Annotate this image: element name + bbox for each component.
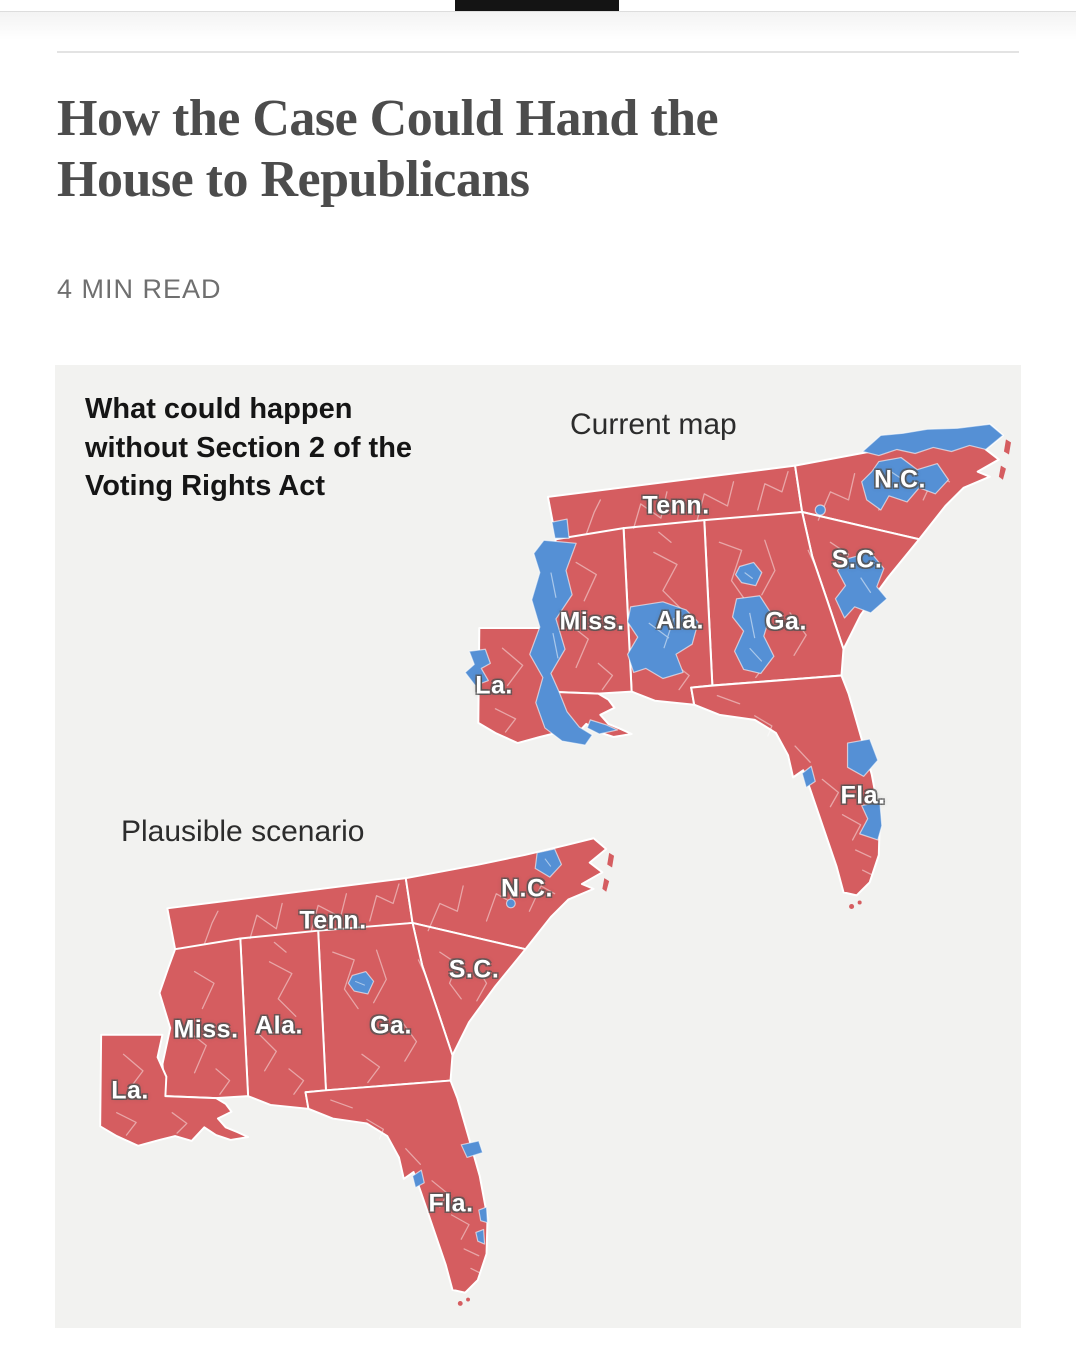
graphic-title-line3: Voting Rights Act [85,470,326,503]
article-top-rule [57,51,1019,53]
state-label-tenn-current: Tenn. [642,491,710,520]
state-label-nc-current: N.C. [874,465,926,494]
graphic-panel: What could happen without Section 2 of t… [55,365,1021,1328]
state-label-la-current: La. [475,671,513,700]
state-label-la-plausible: La. [111,1076,149,1105]
graphic-title-line2: without Section 2 of the [85,431,413,464]
read-time-label: 4 MIN READ [57,274,222,304]
map-title-current: Current map [570,408,737,441]
graphic-title-line1: What could happen [85,393,353,425]
state-label-fla-current: Fla. [840,781,886,810]
state-label-sc-current: S.C. [831,545,883,574]
header-divider [0,11,1076,12]
article-headline: How the Case Could Hand the House to Rep… [57,90,719,209]
cropped-media-bar [455,0,619,11]
graphic-title: What could happen without Section 2 of t… [85,390,525,506]
state-label-tenn-plausible: Tenn. [299,906,367,935]
state-label-ga-current: Ga. [765,607,807,636]
state-label-ala-current: Ala. [656,606,704,635]
state-label-miss-current: Miss. [559,607,625,636]
state-label-ga-plausible: Ga. [370,1011,412,1040]
state-label-sc-plausible: S.C. [448,955,500,984]
state-label-ala-plausible: Ala. [255,1011,303,1040]
header-shadow [0,12,1076,40]
state-label-fla-plausible: Fla. [428,1189,474,1218]
state-label-nc-plausible: N.C. [501,874,553,903]
map-title-plausible: Plausible scenario [121,815,365,848]
state-label-miss-plausible: Miss. [173,1015,239,1044]
